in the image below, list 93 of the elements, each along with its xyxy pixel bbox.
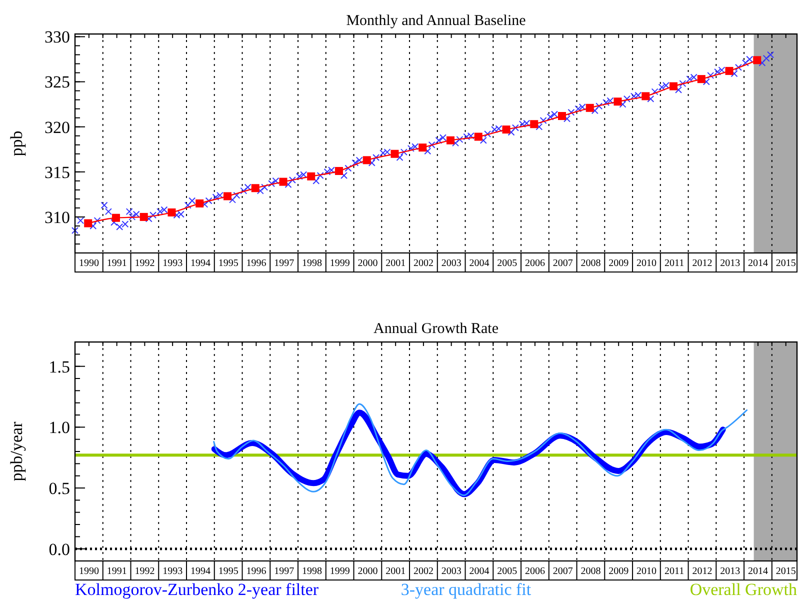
x-tick-label: 2012	[692, 258, 712, 269]
x-tick-label: 2001	[386, 258, 406, 269]
point	[642, 92, 650, 100]
x-tick-label: 2006	[524, 258, 545, 269]
point	[390, 150, 399, 158]
point	[196, 199, 204, 208]
x-tick-label: 2007	[552, 258, 573, 269]
x-tick-label: 1998	[302, 258, 322, 269]
x-tick-label: 2008	[580, 566, 601, 577]
y-tick-label: 0.5	[48, 478, 70, 498]
x-tick-label: 2015	[776, 566, 796, 577]
point	[586, 104, 594, 112]
x-tick-label: 1996	[246, 566, 266, 577]
x-tick-label: 2000	[358, 258, 378, 269]
x-tick-label: 2011	[664, 258, 684, 269]
y-tick-label: 320	[44, 118, 70, 137]
point	[530, 120, 538, 128]
x-tick-label: 2005	[497, 258, 518, 269]
point	[168, 208, 176, 216]
y-axis-title: ppb/year	[7, 421, 26, 482]
y-tick-label: 315	[44, 162, 70, 182]
point	[112, 214, 120, 222]
point	[223, 192, 232, 200]
x-tick-label: 2011	[664, 566, 684, 577]
point	[614, 98, 622, 106]
x-tick-label: 1994	[190, 566, 210, 577]
x-tick-label: 2012	[692, 566, 712, 577]
x-tick-label: 1995	[218, 258, 238, 269]
x-tick-label: 1991	[106, 258, 127, 269]
y-axis-title: ppb	[7, 130, 26, 156]
x-tick-label: 2014	[748, 566, 768, 577]
point	[307, 172, 316, 180]
x-tick-label: 1990	[78, 566, 99, 577]
x-tick-label: 2010	[636, 566, 656, 577]
x-tick-label: 2004	[469, 566, 490, 577]
chart-title: Monthly and Annual Baseline	[346, 13, 526, 29]
x-tick-label: 1995	[218, 566, 238, 577]
y-tick-label: 1.5	[48, 357, 70, 376]
x-tick-label: 1999	[330, 258, 350, 269]
x-tick-label: 1999	[330, 566, 350, 577]
x-tick-label: 1997	[274, 258, 294, 269]
x-tick-label: 2013	[720, 258, 740, 269]
y-tick-label: 1.0	[48, 418, 70, 438]
x-tick-label: 1992	[134, 258, 155, 269]
point	[84, 219, 92, 228]
x-tick-label: 2010	[636, 258, 656, 269]
point	[251, 184, 260, 192]
point	[334, 166, 343, 175]
y-tick-label: 310	[44, 208, 70, 227]
x-tick-label: 2003	[441, 258, 462, 269]
point	[753, 56, 762, 64]
x-tick-label: 2014	[748, 258, 768, 269]
point	[502, 126, 510, 134]
point	[362, 156, 371, 164]
x-tick-label: 1990	[78, 258, 99, 269]
x-tick-label: 2003	[441, 566, 462, 577]
x-tick-label: 2001	[386, 566, 406, 577]
text: 3-year quadratic fit	[400, 580, 532, 599]
x-tick-label: 1992	[134, 566, 155, 577]
x-tick-label: 1998	[302, 566, 322, 577]
point	[725, 66, 734, 75]
x-tick-label: 2007	[552, 566, 573, 577]
x-tick-label: 2009	[608, 258, 629, 269]
x-tick-label: 2013	[720, 566, 740, 577]
x-tick-label: 2008	[580, 258, 601, 269]
x-tick-label: 1994	[190, 258, 210, 269]
point	[446, 136, 454, 144]
point	[418, 144, 427, 152]
x-tick-label: 2004	[469, 258, 490, 269]
point	[697, 75, 706, 84]
x-tick-label: 1991	[106, 566, 127, 577]
x-tick-label: 2002	[413, 566, 434, 577]
x-tick-label: 1993	[162, 566, 183, 577]
y-tick-label: 330	[44, 28, 70, 47]
x-tick-label: 2000	[358, 566, 378, 577]
point	[558, 112, 566, 120]
x-tick-label: 2015	[776, 258, 796, 269]
x-tick-label: 1996	[246, 258, 266, 269]
x-tick-label: 1993	[162, 258, 183, 269]
chart-title: Annual Growth Rate	[374, 321, 499, 337]
point	[140, 212, 148, 221]
ref-line-label: Overall Growth	[690, 580, 798, 599]
y-tick-label: 0.0	[48, 540, 70, 559]
x-tick-label: 2005	[497, 566, 518, 577]
point	[474, 132, 482, 141]
text: Kolmogorov-Zurbenko 2-year filter	[75, 580, 319, 599]
x-tick-label: 2006	[524, 566, 545, 577]
x-tick-label: 2002	[413, 258, 434, 269]
x-tick-label: 1997	[274, 566, 294, 577]
point	[279, 178, 288, 186]
point	[670, 82, 678, 90]
x-tick-label: 2009	[608, 566, 629, 577]
y-tick-label: 325	[44, 72, 70, 92]
